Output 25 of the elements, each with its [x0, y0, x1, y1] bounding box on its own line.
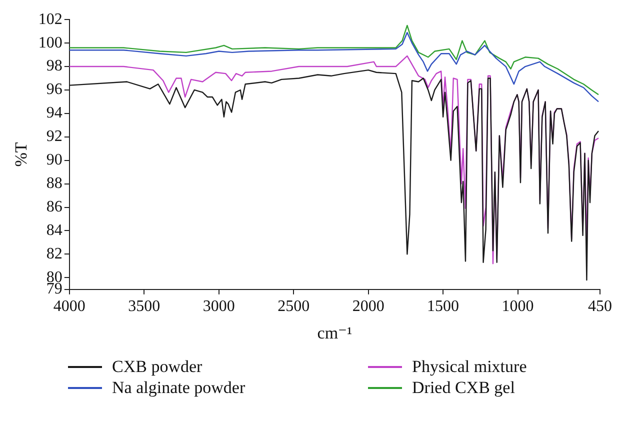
y-tick-label: 84: [46, 222, 62, 239]
x-tick-label: 2500: [278, 298, 310, 316]
legend-label: CXB powder: [112, 356, 202, 377]
y-tick-label: 88: [46, 175, 62, 192]
y-tick-label: 102: [38, 10, 62, 28]
y-tick-label: 82: [46, 245, 62, 262]
legend-label: Na alginate powder: [112, 377, 246, 398]
legend-label: Dried CXB gel: [412, 377, 515, 398]
x-tick-label: 1500: [427, 298, 460, 316]
y-tick-label: 86: [46, 198, 62, 216]
y-axis-title: %T: [12, 142, 31, 167]
y-tick-label: 96: [46, 81, 62, 98]
y-tick-label: 94: [46, 104, 62, 122]
y-tick-label: 90: [46, 152, 62, 169]
y-tick-label: 98: [46, 58, 62, 75]
x-tick-label: 1000: [502, 298, 534, 316]
y-tick-label: 92: [46, 128, 62, 146]
x-axis-title: cm⁻¹: [317, 323, 352, 342]
x-tick-label: 4000: [53, 298, 86, 316]
x-tick-label: 2000: [352, 298, 384, 316]
x-tick-label: 3000: [202, 298, 235, 316]
x-tick-label: 450: [588, 298, 612, 316]
y-tick-label: 100: [38, 34, 62, 52]
x-tick-label: 3500: [128, 298, 160, 316]
legend-label: Physical mixture: [412, 356, 527, 377]
